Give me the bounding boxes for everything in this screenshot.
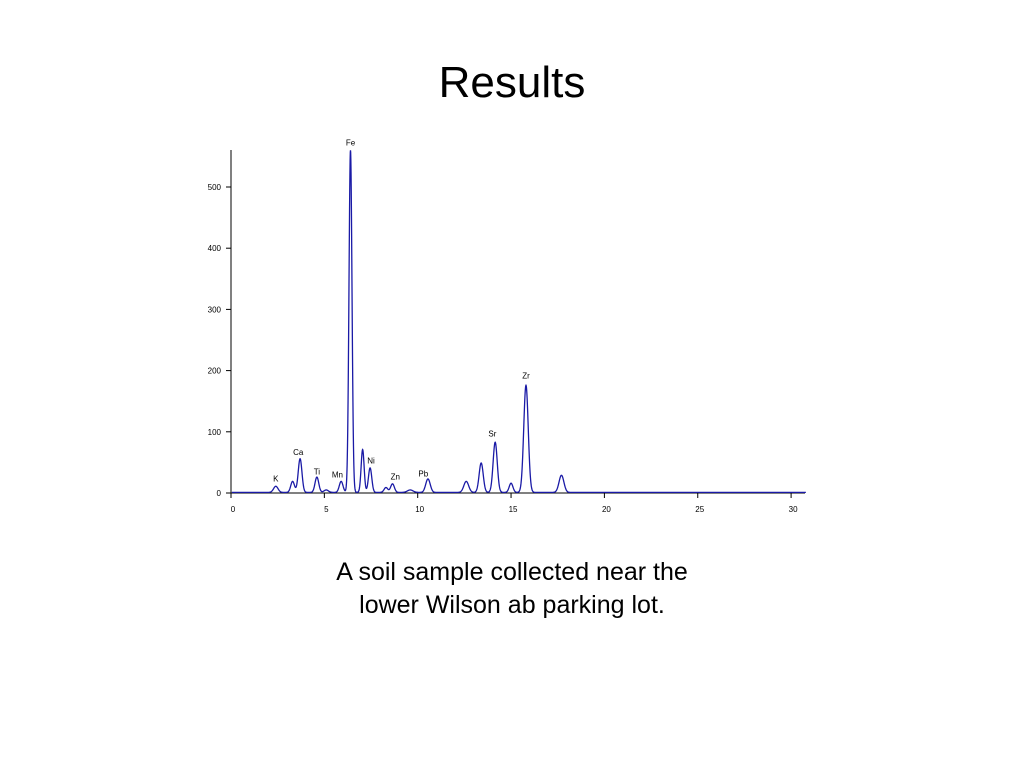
peak-label-pb: Pb [418,469,428,478]
y-tick-label: 300 [208,305,222,314]
caption-line-2: lower Wilson ab parking lot. [359,591,665,619]
y-tick-label: 200 [208,367,222,376]
peak-label-ca: Ca [293,448,304,457]
peak-label-zr: Zr [522,372,530,381]
x-tick-label: 0 [231,505,236,514]
y-tick-label: 0 [217,489,222,498]
peak-label-sr: Sr [488,430,496,439]
x-tick-label: 5 [324,505,329,514]
peak-label-ni: Ni [367,457,375,466]
y-tick-label: 500 [208,183,222,192]
peak-label-fe: Fe [346,138,356,147]
y-tick-label: 100 [208,428,222,437]
chart-axes [230,150,805,494]
caption-line-1: A soil sample collected near the [336,558,688,586]
spectrum-series-line [231,150,806,494]
x-tick-label: 15 [509,505,518,514]
chart-ticks: 0 100 200 300 400 500 0 5 10 15 20 25 30 [208,183,798,514]
peak-labels: Fe Zr Sr Ca Ni Ti Mn Pb Zn K [273,138,530,483]
spectrum-chart: 0 100 200 300 400 500 0 5 10 15 20 25 30 Fe Zr Sr Ca Ni T… [208,138,806,514]
slide-title: Results [438,58,586,107]
peak-label-ti: Ti [314,468,321,477]
y-tick-label: 400 [208,244,222,253]
x-tick-label: 30 [789,505,798,514]
peak-label-zn: Zn [391,473,400,482]
x-tick-label: 10 [415,505,424,514]
slide-caption: A soil sample collected near the lower W… [212,556,812,622]
peak-label-mn: Mn [332,471,343,480]
peak-label-k: K [273,474,279,483]
x-tick-label: 20 [602,505,611,514]
x-tick-label: 25 [695,505,704,514]
